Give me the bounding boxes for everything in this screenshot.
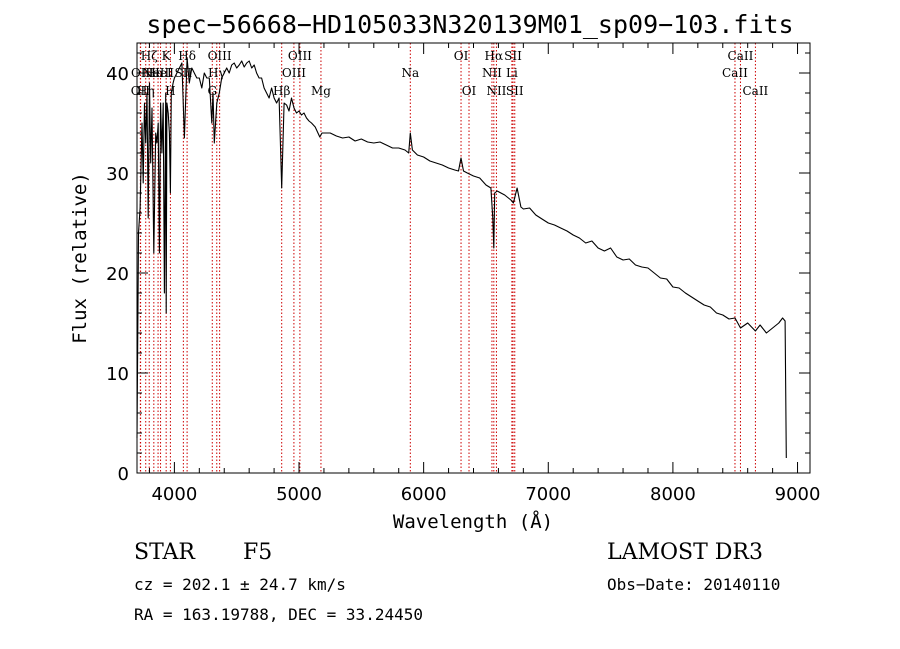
- line-label: CaII: [728, 49, 754, 63]
- y-tick-label: 30: [106, 164, 129, 185]
- y-tick-label: 20: [106, 264, 129, 285]
- line-label: K: [162, 49, 172, 63]
- x-tick-label: 4000: [151, 484, 197, 505]
- line-label: Hβ: [273, 84, 290, 98]
- line-label: CaII: [742, 84, 768, 98]
- line-label: NeIII: [142, 66, 174, 80]
- x-tick-label: 7000: [525, 484, 571, 505]
- sky-coordinates: RA = 163.19788, DEC = 33.24450: [134, 605, 423, 624]
- line-label: HeI: [149, 66, 172, 80]
- chart-title: spec−56668−HD105033N320139M01_sp09−103.f…: [146, 10, 793, 39]
- x-tick-label: 8000: [650, 484, 696, 505]
- line-label: H: [165, 84, 175, 98]
- line-label: Hα: [485, 49, 504, 63]
- line-label: OIII: [208, 49, 232, 63]
- observation-date: Obs−Date: 20140110: [607, 575, 780, 594]
- line-label: G: [207, 84, 217, 98]
- x-tick-label: 9000: [775, 484, 821, 505]
- x-tick-label: 6000: [401, 484, 447, 505]
- line-label: Hγ: [208, 66, 226, 80]
- spectrum-series-line: [136, 57, 787, 459]
- y-tick-label: 0: [118, 464, 129, 485]
- x-axis-label: Wavelength (Å): [393, 510, 553, 533]
- spectral-line-labels: OIIOIIHηHζHεNeIIIHeIKHSIIHδGHγOIIIHβOIII…: [131, 49, 769, 98]
- line-label: OIII: [282, 66, 306, 80]
- line-label: Na: [401, 66, 419, 80]
- y-tick-label: 10: [106, 364, 129, 385]
- line-label: Hη: [137, 84, 155, 98]
- line-label: SII: [504, 49, 522, 63]
- line-label: Hδ: [178, 49, 196, 63]
- y-axis-label: Flux (relative): [69, 172, 91, 344]
- line-label: OII: [131, 84, 151, 98]
- y-axis-ticks: 0 10 20 30 40: [106, 52, 810, 485]
- plot-frame: [136, 42, 811, 474]
- info-panel: STAR F5 LAMOST DR3 cz = 202.1 ± 24.7 km/…: [134, 540, 780, 624]
- line-label: NII: [486, 84, 506, 98]
- line-label: OI: [462, 84, 477, 98]
- spectral-line-markers: [139, 43, 756, 473]
- object-class: STAR: [134, 540, 196, 565]
- line-label: Hε: [145, 66, 162, 80]
- object-subclass: F5: [243, 540, 272, 565]
- x-tick-label: 5000: [276, 484, 322, 505]
- line-label: NII: [482, 66, 502, 80]
- line-label: OI: [454, 49, 469, 63]
- y-tick-label: 40: [106, 64, 129, 85]
- line-label: Mg: [311, 84, 331, 98]
- redshift-velocity: cz = 202.1 ± 24.7 km/s: [134, 575, 346, 594]
- survey-name: LAMOST DR3: [607, 540, 763, 565]
- x-axis-ticks: 4000 5000 6000 7000 8000 9000: [148, 43, 821, 505]
- line-label: Li: [506, 66, 518, 80]
- line-label: CaII: [722, 66, 748, 80]
- line-label: SII: [506, 84, 524, 98]
- line-label: OIII: [288, 49, 312, 63]
- line-label: Hζ: [141, 49, 158, 63]
